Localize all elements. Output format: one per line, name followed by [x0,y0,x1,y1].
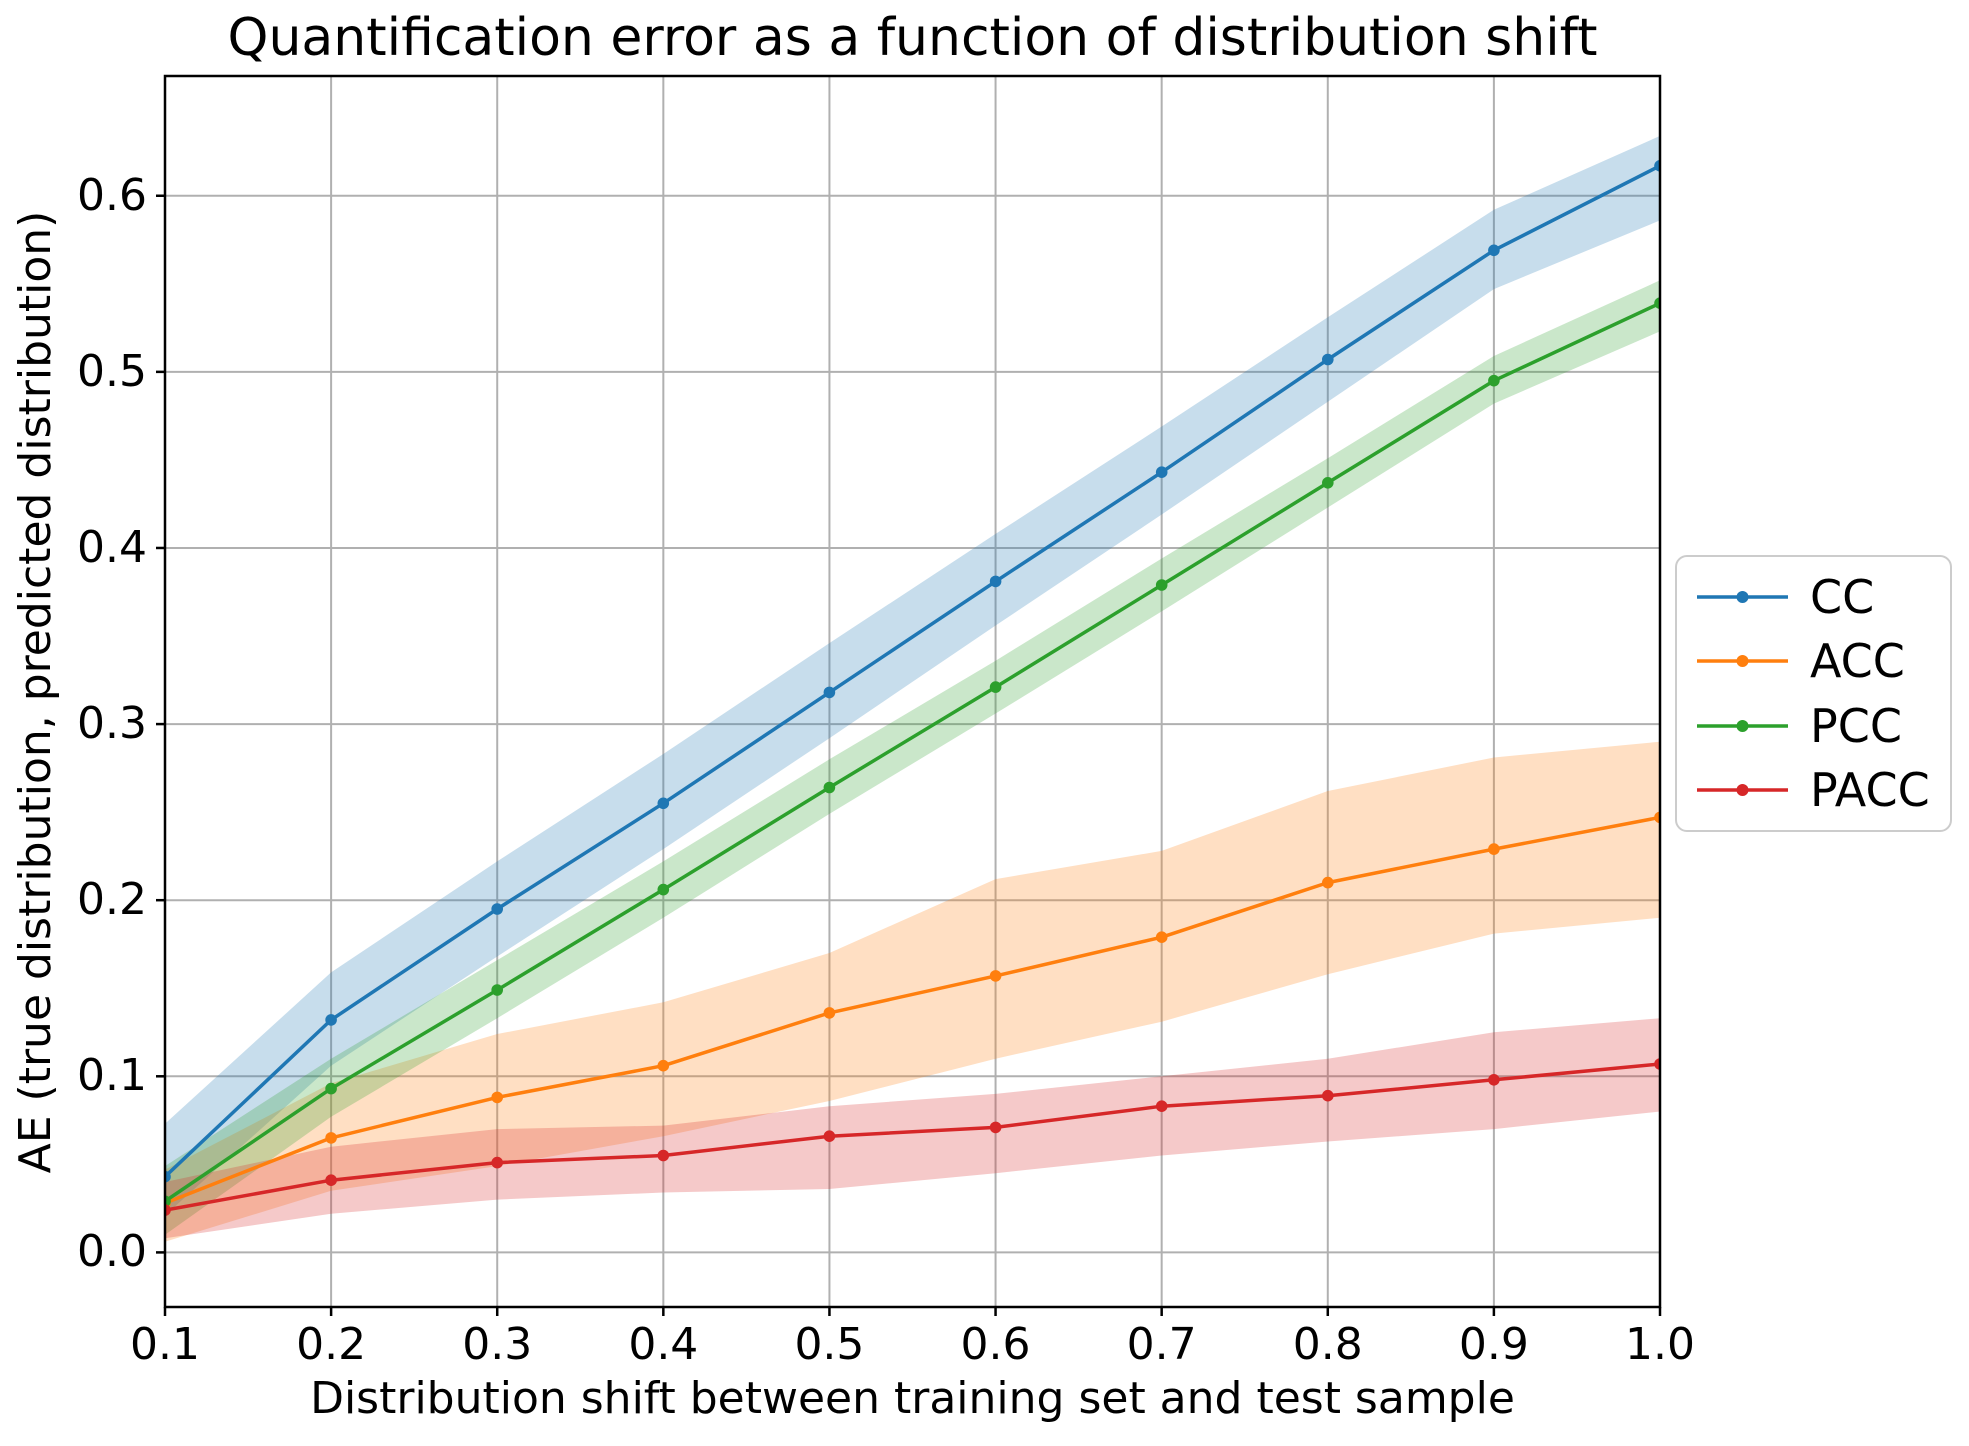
pcc-marker [989,681,1002,693]
acc-marker [491,1091,504,1104]
cc-line [165,164,1660,1179]
y-tick-label: 0.1 [77,1050,147,1102]
x-tick-label: 0.8 [1292,1319,1363,1370]
x-tick-label: 0.9 [1458,1319,1529,1370]
y-tick-label: 0.6 [77,169,147,221]
legend-item-pcc: PCC [1695,701,1950,751]
acc-line [165,815,1660,1205]
pacc-marker [989,1121,1002,1134]
cc-band [165,135,1660,1216]
plot-border [163,74,1662,1309]
chart-title: Quantification error as a function of di… [227,8,1598,68]
series-lines [165,160,1660,1216]
cc-marker [1322,353,1334,366]
pcc-marker [1322,477,1334,489]
pacc-marker [325,1174,337,1186]
pacc-marker [491,1156,504,1169]
pcc-marker [1488,374,1500,387]
pcc-marker [657,883,670,896]
pcc-marker [1155,579,1168,591]
x-tick-label: 0.4 [628,1319,699,1370]
x-tick-label: 0.5 [794,1319,865,1370]
cc-marker [1488,244,1500,257]
pacc-marker [165,1204,171,1216]
x-tick-label: 0.3 [462,1319,533,1370]
acc-marker [1322,876,1334,889]
cc-marker [989,575,1002,588]
legend-label: PACC [1810,762,1930,817]
x-tick-label: 0.1 [130,1319,200,1370]
acc-band [165,741,1660,1242]
pcc-marker [325,1082,337,1095]
legend-line-sample [1697,655,1788,668]
pacc-marker [823,1130,836,1142]
cc-marker [1654,160,1660,172]
legend-line-sample [1697,719,1788,732]
pcc-marker [165,1195,171,1208]
pacc-marker [1322,1089,1334,1102]
plot-canvas [156,74,1662,1316]
cc-marker [491,903,504,915]
legend-label: PCC [1810,698,1902,753]
cc-marker [1155,466,1168,479]
y-tick-label: 0.2 [77,874,147,926]
plot-area [156,74,1662,1316]
pcc-marker [1654,297,1660,309]
legend: CC ACC PCC PACC [1675,555,1952,832]
y-tick-label: 0.4 [77,521,147,573]
pcc-marker [491,984,504,996]
pcc-band [165,280,1660,1235]
legend-line-sample [1697,783,1788,796]
cc-marker [657,797,670,810]
legend-label: CC [1810,570,1875,625]
pcc-line [165,301,1660,1204]
confidence-bands [165,135,1660,1242]
acc-marker [823,1007,836,1019]
legend-item-pacc: PACC [1695,765,1950,815]
y-axis-label: AE (true distribution, predicted distrib… [10,210,61,1174]
pcc-marker [823,781,836,794]
y-tick-label: 0.5 [77,345,147,397]
legend-label: ACC [1810,634,1905,689]
pacc-marker [1488,1074,1500,1086]
x-tick-label: 1.0 [1625,1319,1695,1370]
legend-item-cc: CC [1695,572,1950,622]
axis-ticks [156,194,1662,1316]
y-tick-label: 0.3 [77,698,147,750]
x-tick-label: 0.2 [296,1319,367,1370]
x-tick-label: 0.7 [1126,1319,1197,1370]
acc-marker [325,1132,337,1144]
y-tick-label: 0.0 [77,1226,147,1278]
acc-marker [657,1059,670,1072]
pacc-band [165,1018,1660,1239]
pacc-marker [657,1149,670,1162]
acc-marker [1488,843,1500,855]
cc-marker [325,1014,337,1026]
pacc-marker [1654,1058,1660,1070]
pacc-marker [1155,1100,1168,1112]
acc-marker [1654,811,1660,824]
legend-line-sample [1697,591,1788,604]
x-tick-label: 0.6 [960,1319,1031,1370]
acc-marker [1155,931,1168,943]
pacc-line [165,1062,1660,1212]
cc-marker [165,1170,171,1183]
acc-marker [989,970,1002,982]
x-axis-label: Distribution shift between training set … [310,1373,1515,1424]
cc-marker [823,686,836,699]
legend-item-acc: ACC [1695,636,1950,686]
